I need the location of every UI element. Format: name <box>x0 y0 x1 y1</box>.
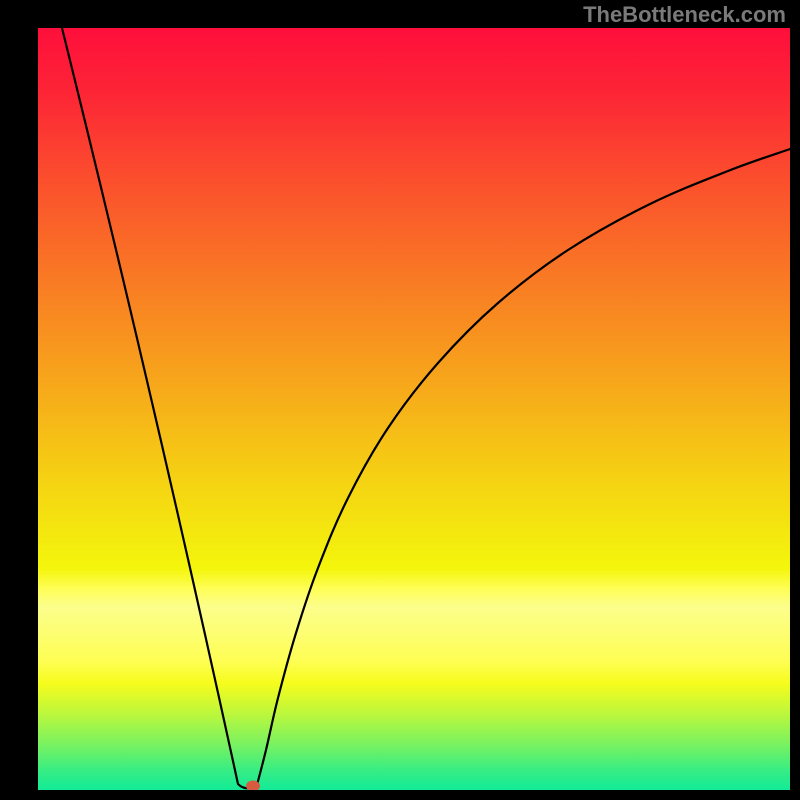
chart-background-gradient <box>38 28 790 790</box>
watermark-text: TheBottleneck.com <box>583 2 786 28</box>
chart-svg <box>38 28 790 790</box>
frame-border-left <box>0 0 38 800</box>
chart-plot-area <box>38 28 790 790</box>
frame-border-bottom <box>0 790 800 800</box>
frame-border-right <box>790 0 800 800</box>
